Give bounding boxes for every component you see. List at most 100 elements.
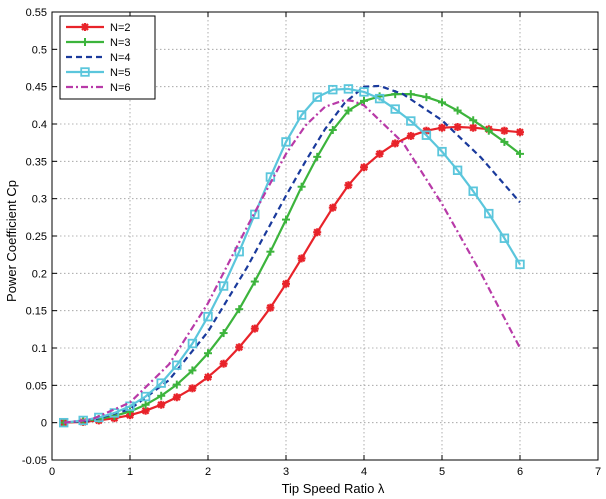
data-point-n2 [438,123,446,132]
y-tick-label: 0.2 [32,268,47,280]
x-tick-label: 1 [127,466,133,478]
grid-lines [52,12,598,460]
data-point-n2 [469,123,478,132]
data-point-n3 [266,247,275,256]
data-point-n5 [499,233,510,243]
x-tick-label: 3 [283,466,289,478]
data-point-n2 [250,324,259,333]
data-point-n5 [421,130,432,140]
data-point-n5 [343,84,354,94]
data-point-n2 [500,126,509,135]
legend-item-n4: N=4 [66,52,131,64]
y-tick-label: -0.05 [22,455,47,467]
data-point-n5 [312,92,322,102]
plot-series [59,84,525,428]
data-point-n5 [390,104,400,114]
data-point-n3 [235,305,244,314]
data-point-n2 [172,393,181,402]
data-point-n3 [484,126,493,135]
legend-label: N=5 [110,67,131,79]
data-point-n5 [109,408,120,418]
data-point-n3 [126,407,134,416]
data-point-n3 [313,152,322,161]
x-tick-label: 0 [49,466,55,478]
legend-marker [80,67,90,77]
data-point-n2 [204,373,212,382]
legend-label: N=6 [110,82,131,94]
data-point-n3 [297,182,306,191]
data-point-n3 [344,106,353,115]
legend-item-n6: N=6 [66,82,131,94]
legend-marker [81,38,89,46]
data-point-n5 [515,259,525,270]
x-tick-label: 7 [595,466,601,478]
data-point-n5 [203,311,213,322]
data-point-n3 [204,349,212,358]
legend-item-n5: N=5 [66,67,131,79]
y-tick-label: 0.1 [32,343,47,355]
data-point-n3 [422,93,431,102]
data-point-n5 [187,338,198,349]
data-point-n5 [218,281,229,291]
data-point-n3 [438,98,446,107]
data-point-n3 [250,277,259,286]
data-point-n2 [406,131,415,140]
data-point-n3 [157,391,166,400]
y-tick-label: 0.15 [26,306,47,318]
y-tick-label: 0.4 [32,119,47,131]
data-point-n5 [374,93,385,104]
y-tick-label: 0.3 [32,194,47,206]
legend-box [59,15,156,100]
data-point-n5 [328,84,338,95]
data-point-n3 [453,106,462,115]
data-point-n3 [172,380,181,389]
series-n3 [59,90,524,427]
legend-item-n3: N=3 [66,37,131,49]
x-axis-label: Tip Speed Ratio λ [282,481,385,496]
plot-frame [51,11,599,461]
data-point-n5 [359,87,369,97]
y-tick-label: 0.55 [26,7,47,19]
data-point-n3 [469,116,478,125]
data-point-n3 [500,137,509,146]
data-point-n5 [437,146,447,157]
data-point-n5 [452,165,463,175]
data-point-n5 [156,378,166,388]
data-point-n5 [172,360,182,370]
data-point-n2 [188,384,197,393]
axis-ticks: 0 1 2 3 4 5 6 7-0.0500.050.10.150.20.250.30.350… [22,7,601,478]
data-point-n2 [297,254,306,263]
data-point-n2 [360,163,368,172]
legend-label: N=3 [110,37,131,49]
data-point-n2 [375,149,384,158]
data-point-n5 [406,116,416,126]
data-point-n3 [406,90,415,99]
data-point-n2 [235,343,244,352]
data-point-n2 [516,128,524,137]
data-point-n3 [188,366,197,375]
legend-marker [81,23,89,31]
y-axis-label: Power Coefficient Cp [4,180,19,302]
data-point-n2 [313,228,322,237]
series-line-n3 [63,92,521,424]
data-point-n2 [453,122,462,131]
data-point-n5 [296,110,307,120]
data-point-n2 [391,139,400,148]
data-point-n3 [360,96,368,105]
data-point-n3 [516,149,524,158]
data-point-n5 [281,137,291,147]
y-tick-label: 0.5 [32,44,47,56]
y-tick-label: 0 [41,418,47,430]
y-tick-label: 0.45 [26,82,47,94]
legend-label: N=4 [110,52,131,64]
x-tick-label: 4 [361,466,367,478]
data-point-n3 [219,329,228,338]
x-tick-label: 2 [205,466,211,478]
data-point-n3 [328,125,337,134]
legend-label: N=2 [110,22,131,34]
y-tick-label: 0.35 [26,156,47,168]
data-point-n2 [157,400,166,409]
data-point-n2 [219,359,228,368]
legend: N=2 N=3 N=4 N=5 N=6 [59,15,156,100]
